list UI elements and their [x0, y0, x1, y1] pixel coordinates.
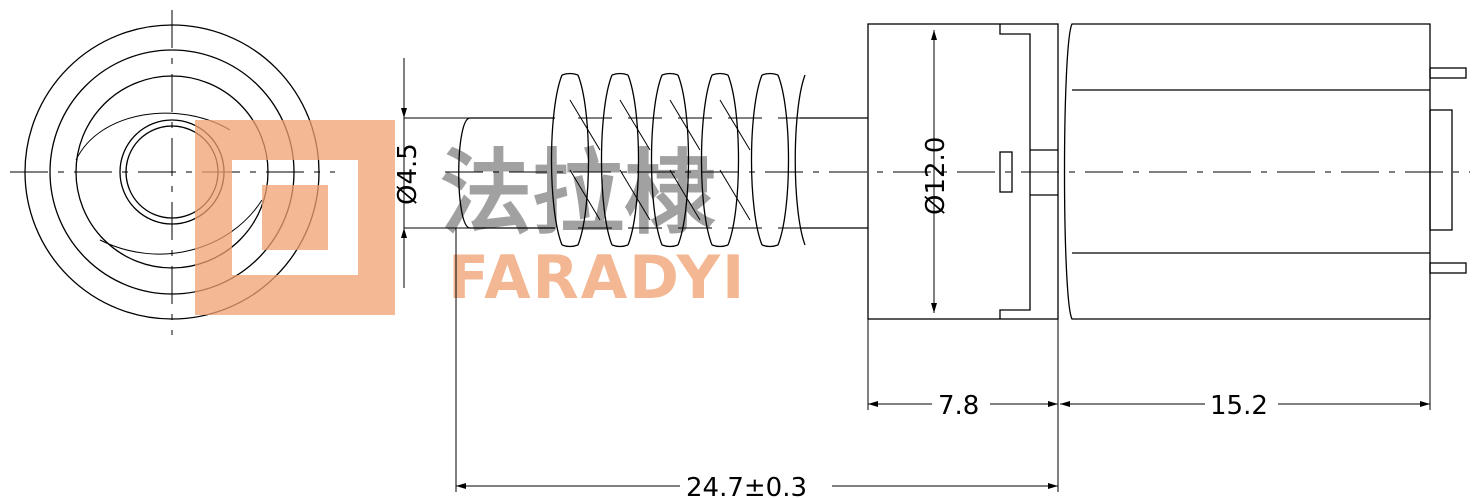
overall-length-dimension: 24.7±0.3 [455, 228, 1059, 498]
worm-threads [550, 72, 806, 248]
end-view-outer-circle [24, 24, 320, 320]
end-view-thread-curve-2 [99, 199, 263, 255]
gearbox-length-label: 7.8 [938, 391, 979, 421]
end-view [10, 10, 335, 335]
watermark-chinese-name: 法拉棣 [440, 140, 716, 247]
shaft-and-worm [458, 72, 868, 248]
end-view-third-circle [75, 75, 269, 269]
shaft-end-cap [458, 117, 471, 229]
gearbox-length-dimension: 7.8 [867, 319, 1059, 421]
gearbox-shaft-stub [1030, 149, 1058, 196]
gearbox-slot [999, 151, 1013, 193]
watermark-english-name: FARADYI [448, 243, 746, 313]
motor-can-outline [1063, 23, 1431, 320]
motor-length-label: 15.2 [1210, 391, 1268, 421]
body-diameter-dimension: Ø12.0 [921, 30, 951, 313]
motor-top-terminal [1429, 67, 1467, 79]
motor-length-dimension: 15.2 [1060, 319, 1431, 421]
body-diameter-label: Ø12.0 [921, 137, 951, 215]
watermark-logo-mark [195, 120, 395, 315]
overall-length-label: 24.7±0.3 [686, 473, 807, 498]
shaft-diameter-label: Ø4.5 [393, 143, 423, 205]
watermark-logo: 法拉棣 FARADYI [195, 120, 746, 315]
motor-end-cap [1429, 109, 1453, 231]
shaft-diameter-dimension: Ø4.5 [393, 58, 470, 288]
motor-body [1063, 23, 1467, 320]
motor-bottom-terminal [1429, 262, 1467, 274]
end-view-second-circle [49, 49, 295, 295]
